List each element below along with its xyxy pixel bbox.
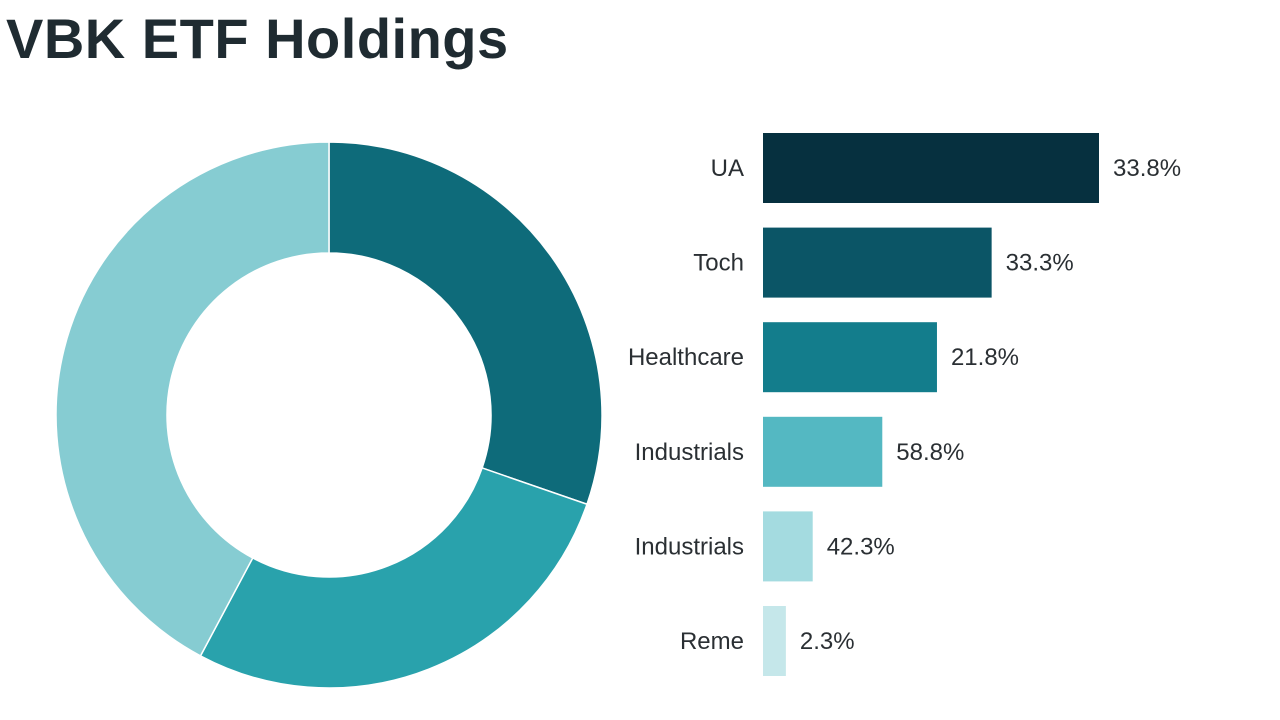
bar-1 [763,227,992,298]
bar-category-label: Industrials [635,439,744,466]
donut-slice-2 [55,141,330,657]
bar-value-label: 42.3% [827,533,895,560]
bar-value-label: 58.8% [896,439,964,466]
donut-slice-1 [199,467,588,689]
chart-title: VBK ETF Holdings [6,7,509,70]
bar-0 [763,133,1099,203]
bar-value-label: 2.3% [800,628,855,655]
donut-slice-0 [328,141,603,506]
bar-3 [763,416,883,487]
bar-5 [763,606,786,676]
bar-category-label: UA [711,155,744,182]
bar-category-label: Industrials [635,533,744,560]
bar-category-label: Toch [693,250,744,277]
bar-category-label: Reme [680,628,744,655]
bar-value-label: 21.8% [951,344,1019,371]
bar-value-label: 33.3% [1006,250,1074,277]
bar-value-label: 33.8% [1113,155,1181,182]
bar-4 [763,511,813,582]
bar-category-label: Healthcare [628,344,744,371]
bar-2 [763,322,937,393]
